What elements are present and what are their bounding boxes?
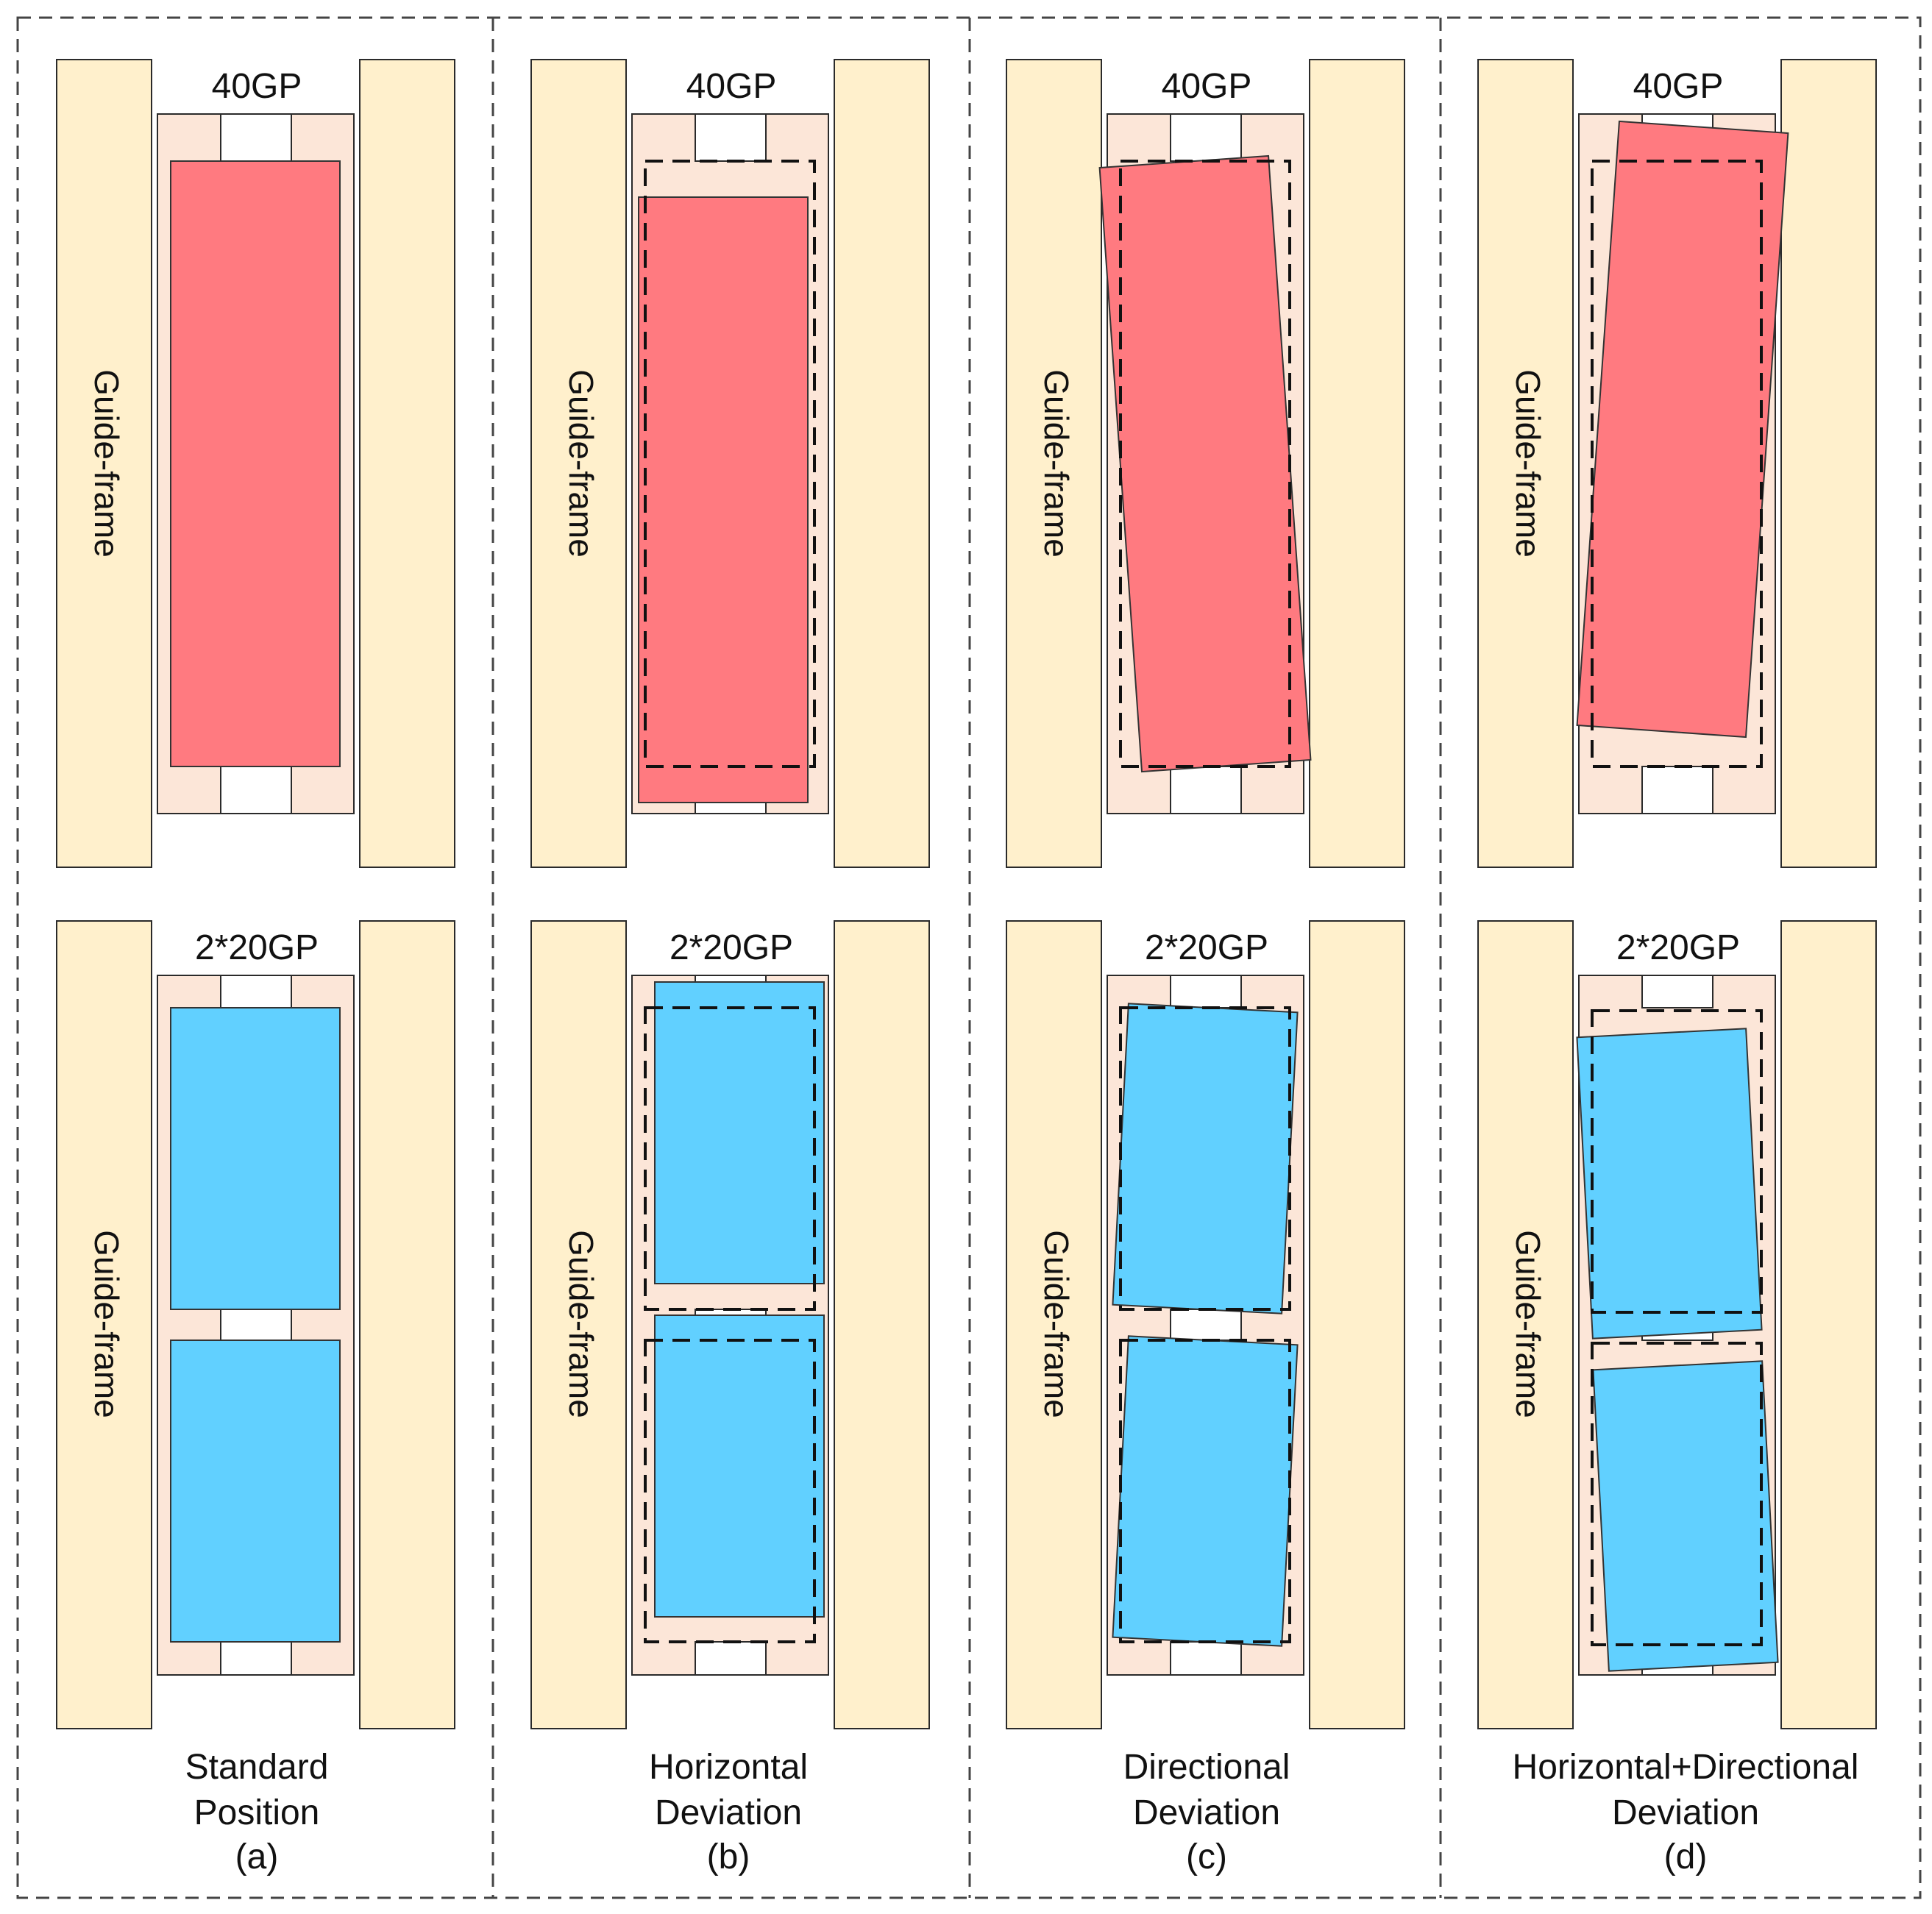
label-40gp: 40GP <box>686 67 777 106</box>
guide-frame-right <box>1780 59 1877 868</box>
guide-frame-label: Guide-frame <box>1509 1230 1547 1418</box>
guide-frame-right <box>834 59 930 868</box>
standard-position-outline <box>644 1339 816 1643</box>
standard-position-outline <box>1591 160 1763 768</box>
caption-line2: Deviation <box>655 1793 802 1832</box>
slot-gap-bottom <box>220 766 292 814</box>
standard-position-outline <box>644 1006 816 1311</box>
slot-gap-top <box>1170 975 1242 1008</box>
caption-line1: Horizontal <box>649 1748 808 1787</box>
container-20gp-lower <box>654 1314 825 1618</box>
guide-frame-right <box>359 59 455 868</box>
slot-gap-top <box>695 113 767 162</box>
container-40gp <box>1576 120 1789 739</box>
container-40gp <box>638 196 809 803</box>
container-20gp-upper <box>1576 1028 1763 1340</box>
slot-gap-top <box>1641 975 1713 1008</box>
slot-gap-top <box>220 113 292 162</box>
label-2x20gp: 2*20GP <box>1145 928 1268 967</box>
panel-c: Guide-frame 40GP Guide-frame 2*20GP Dire… <box>1006 59 1405 1876</box>
label-40gp: 40GP <box>1162 67 1252 106</box>
label-40gp: 40GP <box>212 67 302 106</box>
label-2x20gp: 2*20GP <box>670 928 793 967</box>
container-20gp-lower <box>1112 1335 1299 1647</box>
standard-position-outline <box>1591 1009 1763 1314</box>
standard-position-outline <box>644 160 816 768</box>
panel-b: Guide-frame 40GP Guide-frame 2*20GP Hori… <box>530 59 930 1876</box>
standard-position-outline <box>1119 1339 1291 1643</box>
label-2x20gp: 2*20GP <box>1616 928 1740 967</box>
guide-frame-label: Guide-frame <box>1037 369 1076 558</box>
slot-gap-middle <box>220 1309 292 1341</box>
guide-frame-label: Guide-frame <box>562 1230 600 1418</box>
container-20gp-upper <box>1112 1003 1299 1314</box>
caption-letter: (b) <box>707 1837 750 1876</box>
panel-d: Guide-frame 40GP Guide-frame 2*20GP Hori… <box>1477 59 1877 1876</box>
label-2x20gp: 2*20GP <box>195 928 319 967</box>
guide-frame-label: Guide-frame <box>88 369 126 558</box>
guide-frame-label: Guide-frame <box>1509 369 1547 558</box>
standard-position-outline <box>1119 160 1291 768</box>
caption-letter: (d) <box>1664 1837 1708 1876</box>
slot-gap-bottom <box>1170 1641 1242 1676</box>
guide-frame-left <box>56 920 152 1729</box>
slot-gap-bottom <box>1170 766 1242 814</box>
slot-gap-middle <box>1170 1309 1242 1341</box>
guide-frame-right <box>1309 59 1405 868</box>
guide-frame-right <box>1309 920 1405 1729</box>
container-20gp-upper <box>170 1007 341 1310</box>
container-40gp <box>170 160 341 767</box>
container-20gp-lower <box>1592 1360 1779 1672</box>
label-40gp: 40GP <box>1633 67 1724 106</box>
guide-frame-left <box>1477 59 1574 868</box>
guide-frame-label: Guide-frame <box>562 369 600 558</box>
standard-position-outline <box>1119 1006 1291 1311</box>
standard-position-outline <box>1591 1342 1763 1646</box>
guide-frame-label: Guide-frame <box>88 1230 126 1418</box>
caption-letter: (c) <box>1186 1837 1227 1876</box>
caption-line1: Directional <box>1123 1748 1290 1787</box>
slot-gap-top <box>1170 113 1242 162</box>
guide-frame-left <box>530 920 627 1729</box>
caption-line2: Deviation <box>1612 1793 1759 1832</box>
caption-line1: Standard <box>185 1748 329 1787</box>
guide-frame-left <box>1006 920 1102 1729</box>
guide-frame-label: Guide-frame <box>1037 1230 1076 1418</box>
guide-frame-left <box>530 59 627 868</box>
slot-gap-bottom <box>1641 766 1713 814</box>
container-20gp-upper <box>654 981 825 1284</box>
caption-line2: Deviation <box>1133 1793 1280 1832</box>
caption-line1: Horizontal+Directional <box>1513 1748 1859 1787</box>
guide-frame-right <box>1780 920 1877 1729</box>
guide-frame-left <box>1477 920 1574 1729</box>
guide-frame-right <box>834 920 930 1729</box>
panel-a: Guide-frame 40GP Guide-frame 2*20GP Stan… <box>56 59 455 1876</box>
guide-frame-left <box>1006 59 1102 868</box>
caption-letter: (a) <box>235 1837 279 1876</box>
slot-gap-bottom <box>695 1641 767 1676</box>
container-20gp-lower <box>170 1340 341 1643</box>
guide-frame-left <box>56 59 152 868</box>
slot-gap-bottom <box>220 1641 292 1676</box>
slot-gap-top <box>220 975 292 1008</box>
caption-line2: Position <box>194 1793 320 1832</box>
guide-frame-right <box>359 920 455 1729</box>
